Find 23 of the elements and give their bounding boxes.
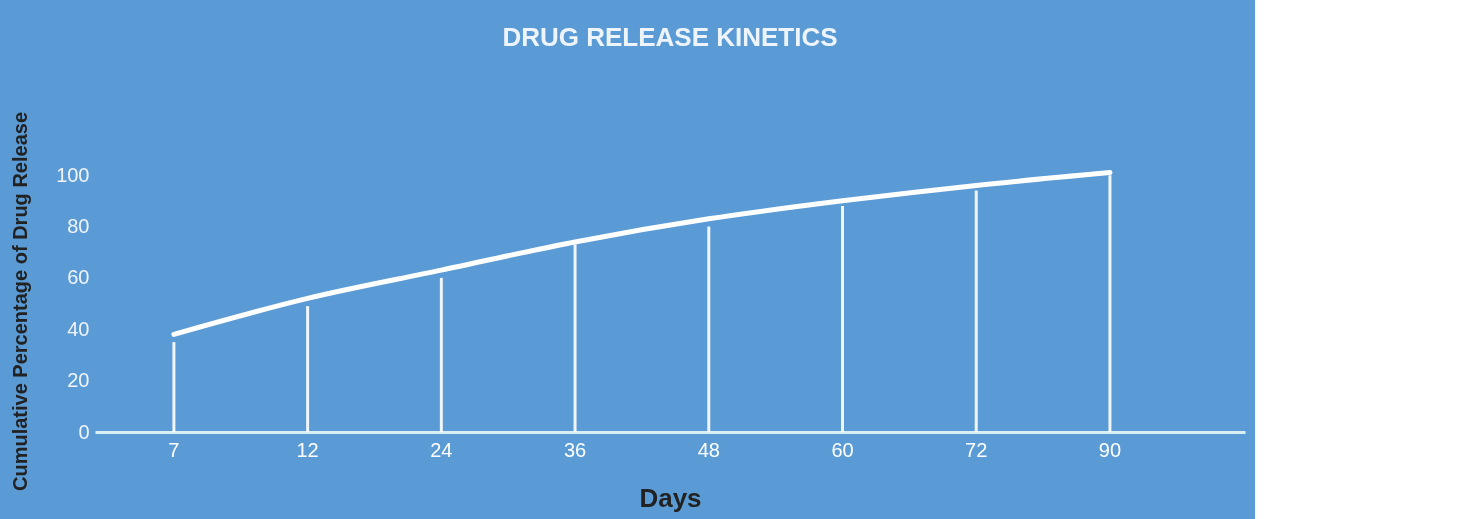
bar — [841, 205, 844, 432]
x-tick-label: 36 — [563, 438, 587, 461]
x-axis-title: Days — [639, 482, 702, 513]
y-tick-label: 60 — [67, 266, 90, 289]
x-tick-label: 72 — [965, 438, 988, 461]
bar — [974, 190, 978, 432]
bar — [439, 277, 443, 432]
chart-title: DRUG RELEASE KINETICS — [502, 22, 838, 53]
bar — [306, 306, 310, 432]
y-tick-label: 0 — [78, 420, 90, 443]
y-tick-label: 20 — [67, 369, 90, 392]
y-tick-label: 80 — [67, 215, 90, 238]
y-tick-label: 40 — [67, 317, 90, 340]
x-tick-label: 60 — [831, 438, 854, 461]
x-tick-label: 90 — [1098, 438, 1122, 461]
x-tick-label: 48 — [697, 438, 720, 461]
bar — [172, 342, 176, 432]
bar — [707, 226, 711, 432]
y-axis-title: Cumulative Percentage of Drug Release — [9, 111, 32, 492]
y-tick-label: 100 — [56, 163, 90, 186]
x-tick-label: 24 — [430, 438, 453, 461]
x-tick-label: 7 — [168, 438, 180, 461]
x-tick-label: 12 — [296, 438, 319, 461]
